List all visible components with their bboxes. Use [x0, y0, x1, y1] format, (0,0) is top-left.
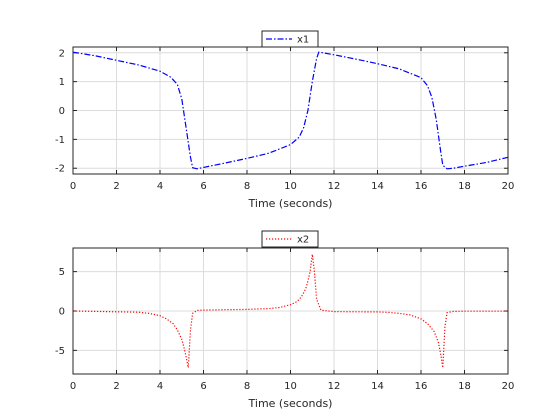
x-tick-label: 4	[157, 381, 163, 392]
x-tick-label: 4	[157, 181, 163, 192]
x-tick-label: 16	[415, 381, 428, 392]
y-tick-label: -1	[55, 135, 65, 146]
x-tick-label: 18	[458, 381, 471, 392]
chart-2: 0 2 4 6 8 10 12 14 16 18 20 5 0 -5 Time (seconds) x2	[55, 230, 515, 410]
x-tick-label: 6	[200, 381, 206, 392]
plot-frame	[72, 247, 509, 375]
x-axis-title: Time (seconds)	[248, 197, 333, 210]
legend: x2	[261, 230, 319, 248]
y-tick-label: 0	[59, 106, 65, 117]
x-tick-label: 8	[244, 181, 250, 192]
x-tick-label: 2	[113, 181, 119, 192]
legend: x1	[261, 30, 319, 48]
series-line-x1	[72, 51, 509, 170]
x-tick-label: 6	[200, 181, 206, 192]
y-tick-label: 1	[59, 77, 65, 88]
y-tick-label: -2	[55, 164, 65, 175]
y-tick-label: 5	[59, 267, 65, 278]
x-tick-label: 0	[70, 381, 76, 392]
x-axis-title: Time (seconds)	[248, 397, 333, 410]
x-tick-label: 20	[502, 181, 515, 192]
x-tick-label: 10	[284, 181, 297, 192]
x-tick-label: 14	[371, 381, 384, 392]
legend-label: x1	[297, 35, 309, 46]
x-tick-label: 2	[113, 381, 119, 392]
x-tick-label: 0	[70, 181, 76, 192]
x-tick-label: 20	[502, 381, 515, 392]
y-tick-label: 2	[59, 48, 65, 59]
x-tick-label: 8	[244, 381, 250, 392]
series-line-x2	[72, 254, 508, 368]
x-tick-label: 12	[328, 181, 341, 192]
legend-label: x2	[297, 235, 309, 246]
x-tick-label: 12	[328, 381, 341, 392]
y-tick-label: -5	[55, 346, 65, 357]
y-tick-label: 0	[59, 307, 65, 318]
x-tick-label: 14	[371, 181, 384, 192]
x-tick-label: 16	[415, 181, 428, 192]
x-tick-label: 10	[284, 381, 297, 392]
x-tick-label: 18	[458, 181, 471, 192]
